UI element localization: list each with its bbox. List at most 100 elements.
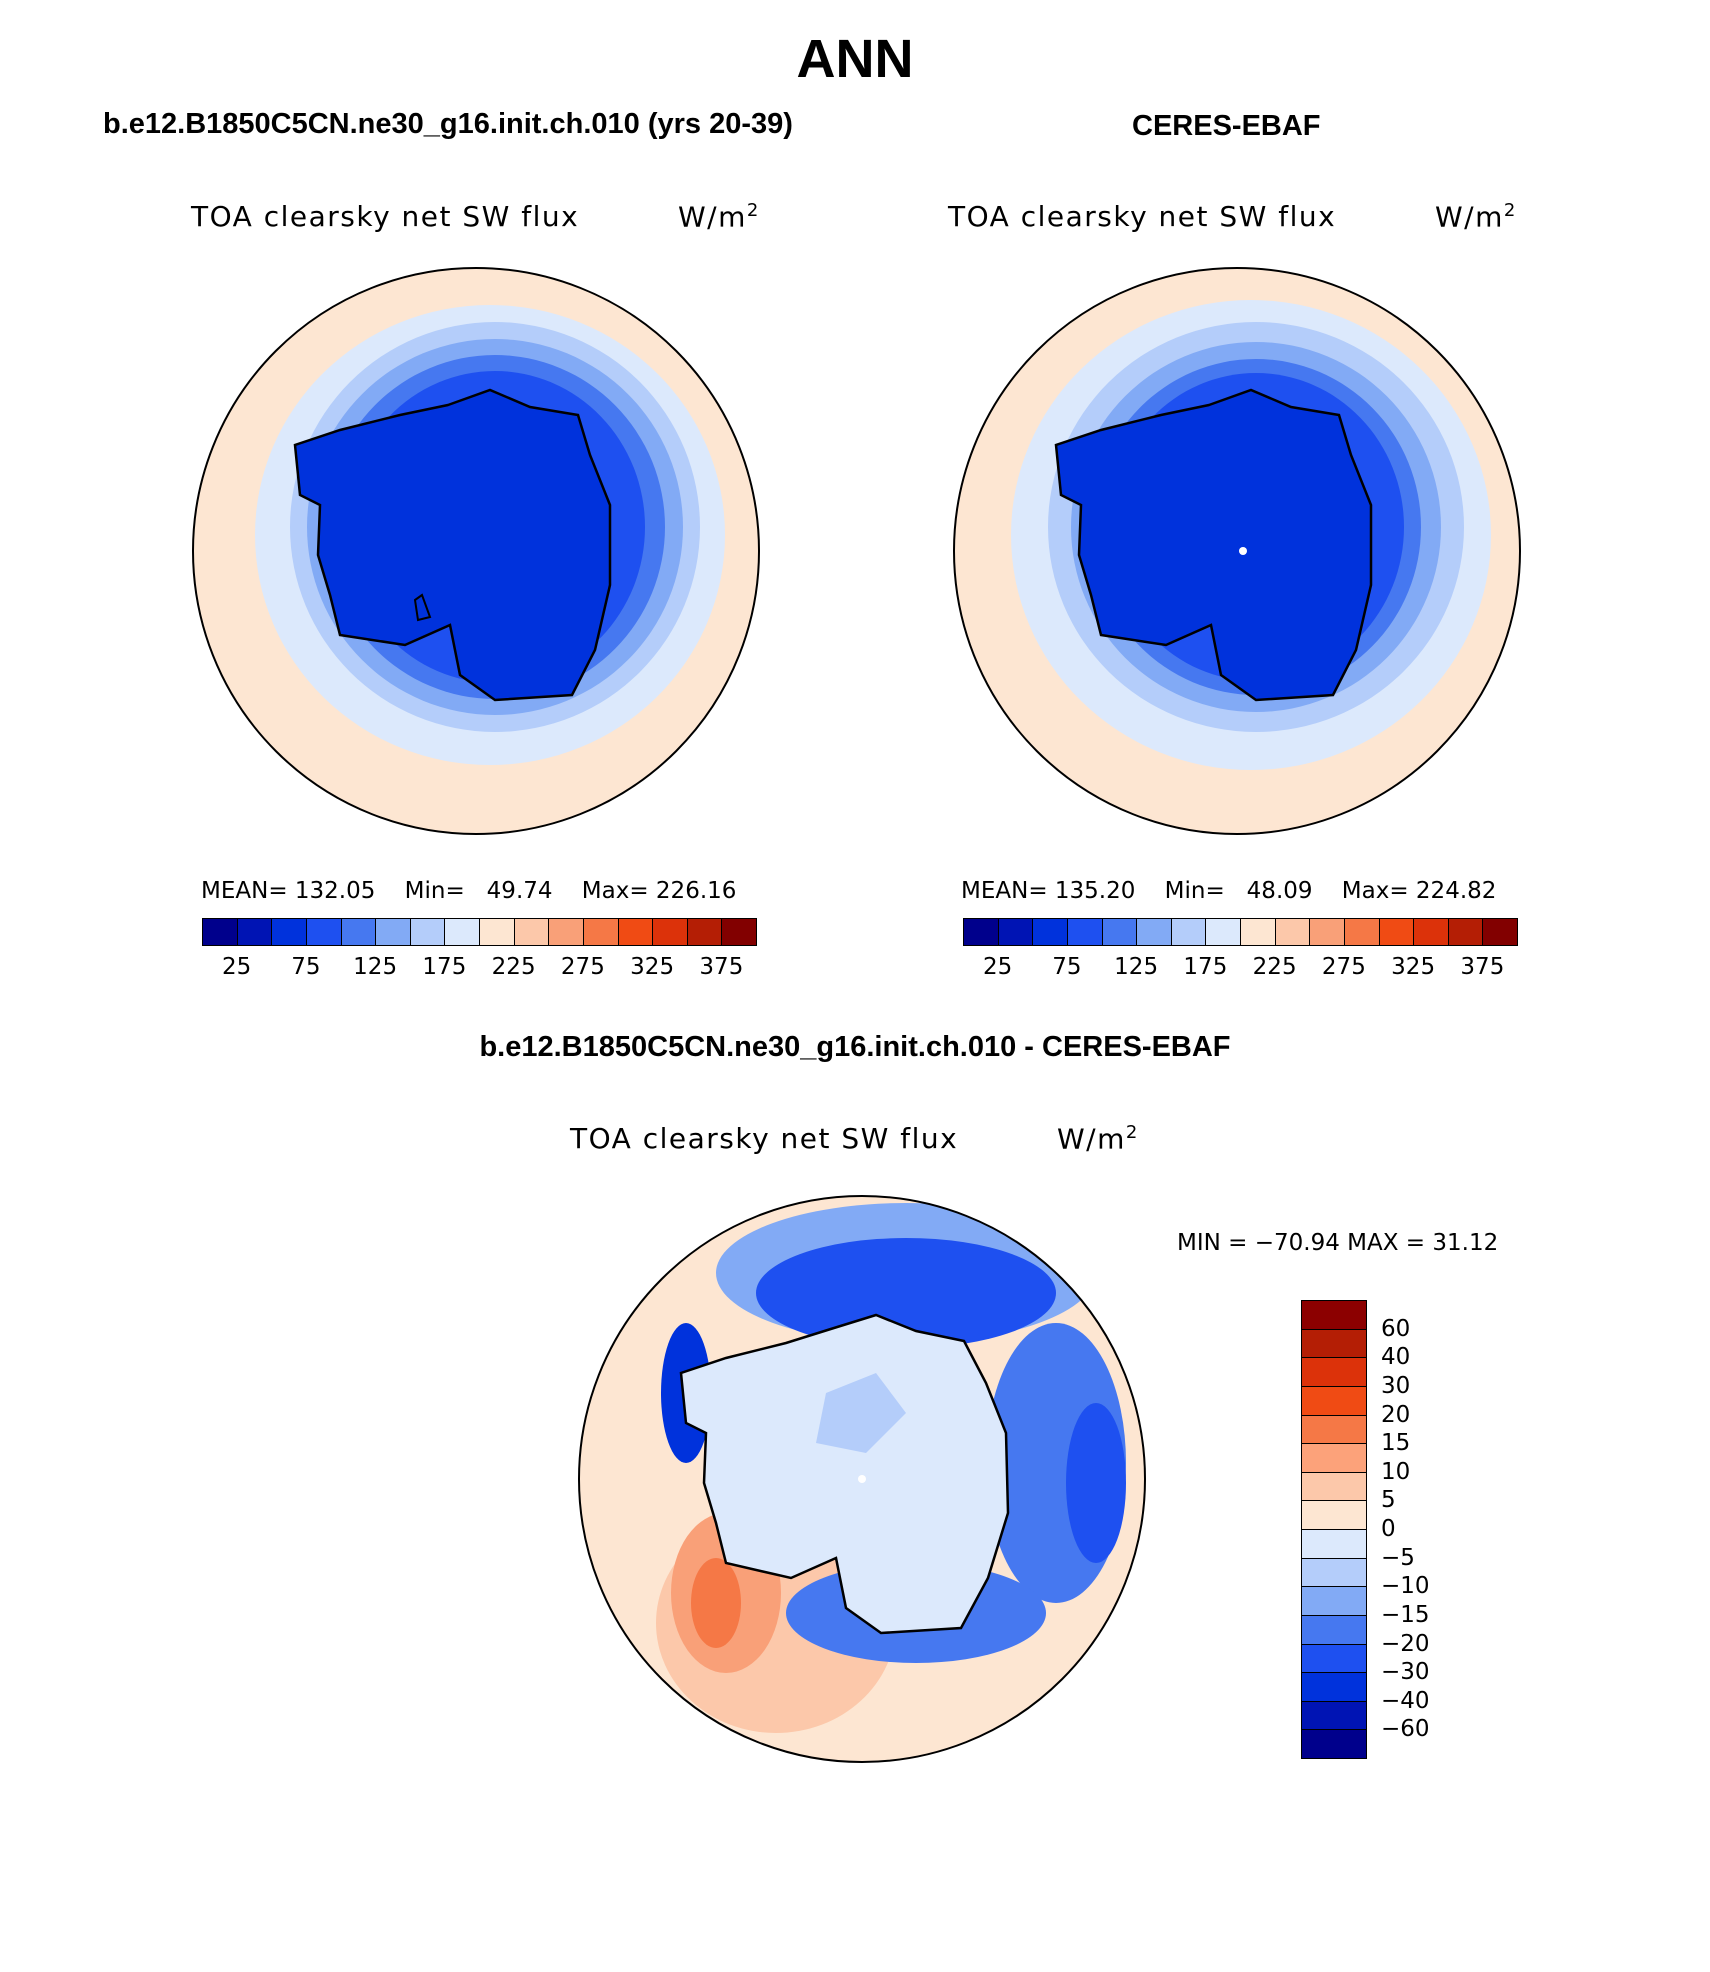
colorbar-tick-label: 75: [291, 954, 321, 980]
colorbar-swatch: [1301, 1500, 1367, 1530]
colorbar-tick-label: 25: [221, 954, 252, 980]
colorbar-swatch: [375, 918, 411, 946]
colorbar-swatch: [513, 918, 550, 946]
colorbar-swatch: [1309, 918, 1345, 946]
left-stats: MEAN= 132.05 Min= 49.74 Max= 226.16: [201, 878, 737, 904]
colorbar-tick-label: 25: [982, 954, 1013, 980]
colorbar-tick-label: −5: [1381, 1544, 1415, 1571]
colorbar-tick-label: −30: [1381, 1659, 1430, 1686]
colorbar-swatch: [1136, 918, 1172, 946]
colorbar-swatch: [1301, 1729, 1367, 1759]
colorbar-swatch: [1301, 1300, 1367, 1330]
page-title: ANN: [796, 29, 914, 89]
colorbar-swatch: [1170, 918, 1207, 946]
colorbar-swatch: [721, 918, 757, 946]
diff-inland-region: [816, 1373, 906, 1453]
colorbar-tick-label: 30: [1381, 1372, 1411, 1399]
colorbar-tick-label: 225: [1252, 954, 1297, 980]
left-variable-label: TOA clearsky net SW flux: [191, 200, 580, 233]
colorbar-swatch: [1274, 918, 1311, 946]
colorbar-swatch: [963, 918, 999, 946]
diff-minmax: MIN = −70.94 MAX = 31.12: [1177, 1230, 1499, 1256]
colorbar-swatch: [1301, 1586, 1367, 1616]
diff-colorbar: 60 40 30 20 15 10 5 0 −5 −10 −15 −20 −30 −40 −60: [1301, 1300, 1430, 1759]
colorbar-tick-label: 175: [1183, 954, 1228, 980]
colorbar-swatch: [1066, 918, 1103, 946]
colorbar-swatch: [1343, 918, 1380, 946]
antarctica-outline: [1054, 388, 1373, 702]
colorbar-tick-label: 40: [1381, 1344, 1411, 1371]
diff-negative-region: [756, 1238, 1056, 1348]
colorbar-swatch: [271, 918, 307, 946]
colorbar-tick-label: 15: [1381, 1430, 1411, 1457]
left-colorbar: 25 75 125 175 225 275 325 375: [202, 918, 757, 980]
colorbar-tick-label: 75: [1052, 954, 1082, 980]
map-frame: [192, 267, 760, 835]
diff-units-label: W/m2: [1057, 1122, 1139, 1156]
colorbar-swatch: [1301, 1643, 1367, 1674]
colorbar-tick-label: −10: [1381, 1573, 1430, 1600]
left-polar-map: [192, 267, 760, 835]
right-units-label: W/m2: [1435, 200, 1517, 234]
colorbar-tick-label: 5: [1381, 1487, 1396, 1514]
colorbar-swatch: [340, 918, 377, 946]
diff-positive-region: [691, 1558, 741, 1648]
right-panel-subtitle: CERES-EBAF: [1132, 110, 1321, 142]
colorbar-tick-label: 20: [1381, 1401, 1411, 1428]
map-frame: [953, 267, 1521, 835]
colorbar-swatch: [582, 918, 619, 946]
colorbar-swatch: [1032, 918, 1068, 946]
colorbar-tick-label: −60: [1381, 1716, 1430, 1743]
colorbar-swatch: [1240, 918, 1276, 946]
diff-panel-subtitle: b.e12.B1850C5CN.ne30_g16.init.ch.010 - C…: [479, 1031, 1231, 1063]
colorbar-swatch: [1301, 1700, 1367, 1731]
colorbar-swatch: [1205, 918, 1241, 946]
colorbar-tick-label: 275: [1321, 954, 1366, 980]
colorbar-tick-label: 0: [1381, 1516, 1396, 1542]
colorbar-swatch: [1301, 1557, 1367, 1588]
colorbar-swatch: [1301, 1443, 1367, 1473]
colorbar-swatch: [1301, 1529, 1367, 1559]
colorbar-swatch: [686, 918, 723, 946]
colorbar-swatch: [305, 918, 342, 946]
colorbar-tick-label: 125: [353, 954, 398, 980]
map-frame: [578, 1195, 1146, 1763]
colorbar-swatch: [1301, 1672, 1367, 1702]
right-stats: MEAN= 135.20 Min= 48.09 Max= 224.82: [961, 878, 1497, 904]
pole-marker: [1239, 547, 1247, 555]
colorbar-swatch: [1378, 918, 1415, 946]
colorbar-tick-label: 375: [699, 954, 744, 980]
right-variable-label: TOA clearsky net SW flux: [948, 200, 1337, 233]
colorbar-swatch: [652, 918, 688, 946]
colorbar-tick-label: 275: [560, 954, 605, 980]
colorbar-tick-label: −40: [1381, 1687, 1430, 1714]
colorbar-tick-label: 225: [491, 954, 536, 980]
colorbar-tick-label: 375: [1460, 954, 1505, 980]
left-units-label: W/m2: [678, 200, 760, 234]
colorbar-swatch: [236, 918, 273, 946]
colorbar-swatch: [1301, 1328, 1367, 1359]
diff-polar-map: [578, 1195, 1146, 1763]
colorbar-tick-label: −20: [1381, 1630, 1430, 1657]
antarctica-outline: [679, 1313, 1010, 1635]
colorbar-tick-label: 125: [1114, 954, 1159, 980]
pole-marker: [858, 1475, 866, 1483]
colorbar-swatch: [997, 918, 1034, 946]
antarctica-outline: [293, 388, 612, 702]
colorbar-swatch: [202, 918, 238, 946]
diff-variable-label: TOA clearsky net SW flux: [570, 1122, 959, 1155]
colorbar-swatch: [1447, 918, 1484, 946]
colorbar-swatch: [1301, 1471, 1367, 1502]
colorbar-swatch: [1301, 1357, 1367, 1387]
colorbar-tick-label: −15: [1381, 1601, 1430, 1628]
coastline-detail: [413, 593, 432, 622]
right-colorbar: 25 75 125 175 225 275 325 375: [963, 918, 1518, 980]
colorbar-swatch: [617, 918, 654, 946]
left-panel-subtitle: b.e12.B1850C5CN.ne30_g16.init.ch.010 (yr…: [103, 108, 793, 140]
colorbar-swatch: [1482, 918, 1518, 946]
colorbar-tick-label: 60: [1381, 1315, 1411, 1342]
colorbar-tick-label: 10: [1381, 1458, 1411, 1485]
colorbar-swatch: [1301, 1614, 1367, 1645]
colorbar-tick-label: 175: [422, 954, 467, 980]
colorbar-swatch: [479, 918, 515, 946]
